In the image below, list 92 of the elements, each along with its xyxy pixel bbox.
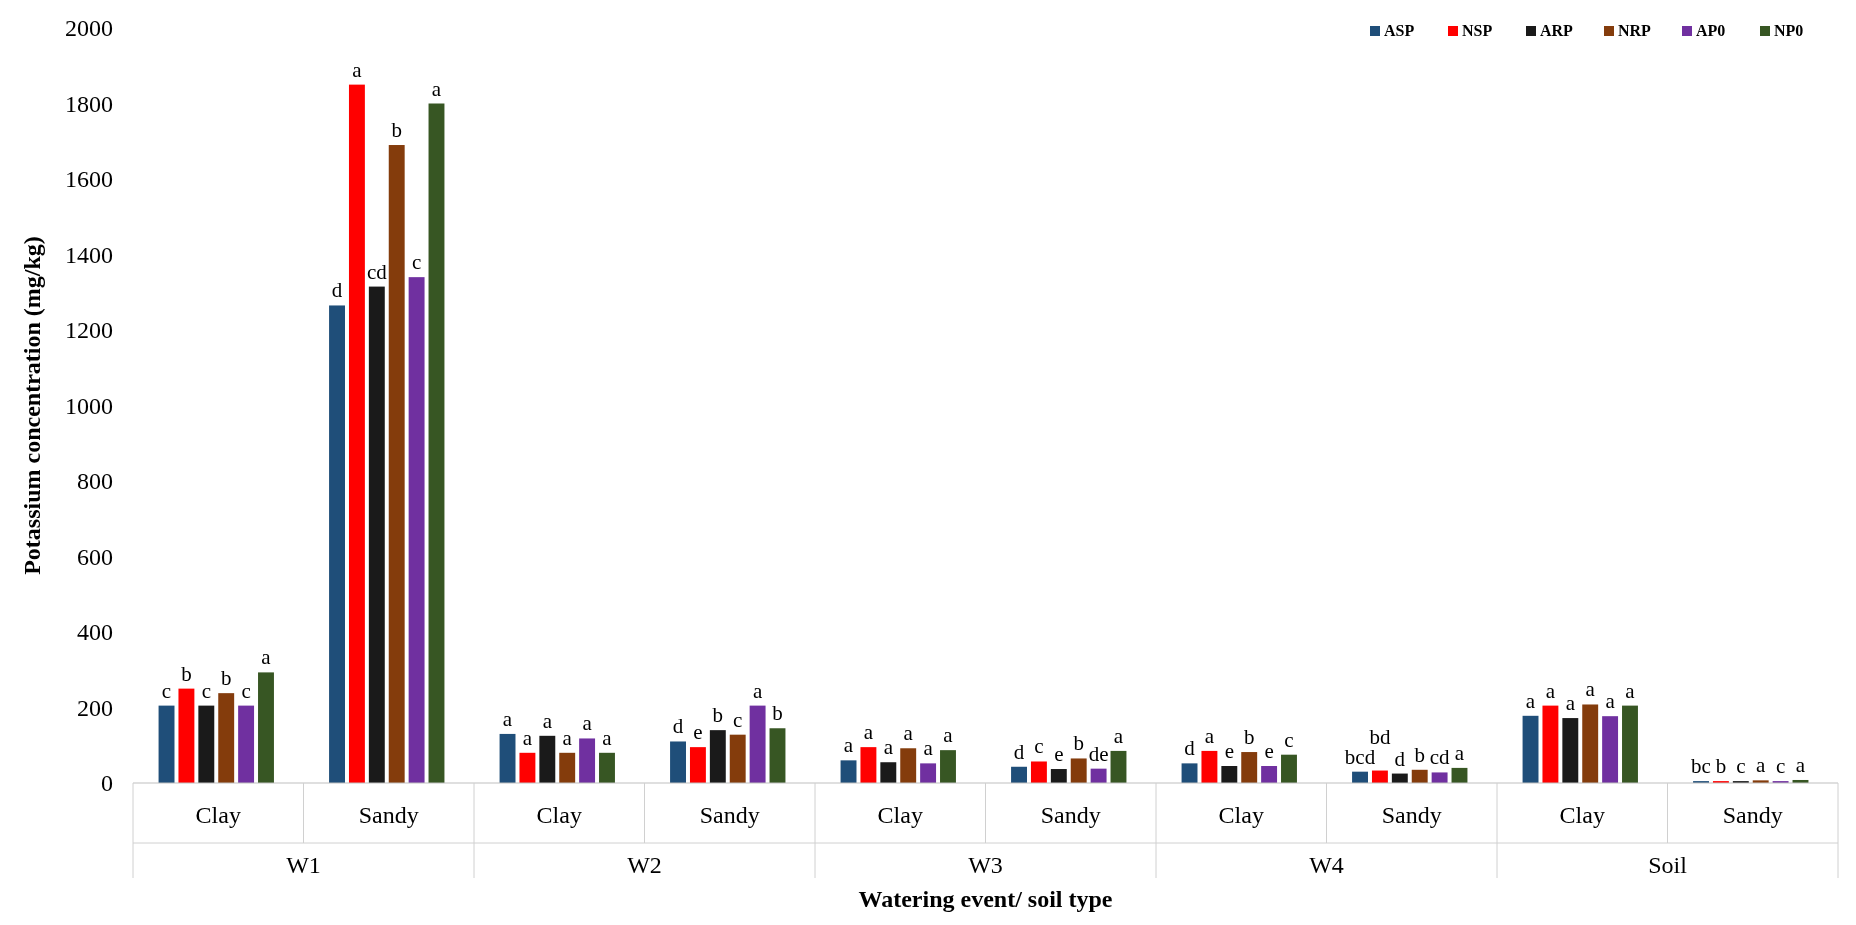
data-label: b <box>1715 754 1727 779</box>
data-label: c <box>161 678 172 703</box>
data-label: a <box>562 725 573 750</box>
data-label: b <box>1414 742 1425 767</box>
y-axis-title: Potassium concentration (mg/kg) <box>19 236 45 575</box>
data-label: a <box>1605 689 1616 714</box>
data-label: d <box>1394 746 1406 771</box>
data-label: a <box>883 735 894 760</box>
data-label: a <box>943 723 954 748</box>
x-tick-label: Clay <box>536 802 582 828</box>
text: W4 <box>1309 852 1344 878</box>
data-label: c <box>1034 734 1044 759</box>
data-label: c <box>411 250 422 275</box>
data-label: b <box>1073 731 1084 756</box>
legend-label: NRP <box>1618 22 1652 39</box>
data-label: a <box>1525 688 1536 713</box>
x-tick-label: Clay <box>1218 802 1264 828</box>
data-label: a <box>602 725 613 750</box>
data-label: c <box>201 678 211 703</box>
x-tick-label: Sandy <box>1381 802 1442 828</box>
data-label: a <box>582 711 593 736</box>
data-label: c <box>241 678 251 703</box>
y-tick-label: 400 <box>77 619 113 646</box>
x-tick-label: Sandy <box>1040 802 1101 828</box>
data-label: a <box>752 678 763 703</box>
data-label: a <box>843 733 854 758</box>
x-tick-label: Clay <box>1559 802 1605 828</box>
data-label: b <box>391 118 402 143</box>
x-tick-label: Sandy <box>699 802 760 828</box>
data-label: a <box>903 721 914 746</box>
data-label: a <box>261 645 272 670</box>
data-label: b <box>1243 725 1255 750</box>
y-tick-label: 0 <box>101 770 113 797</box>
data-label: d <box>1013 739 1025 764</box>
data-label: cd <box>1429 745 1451 770</box>
text: W2 <box>627 852 662 878</box>
data-label: d <box>1184 736 1196 761</box>
data-label: a <box>502 706 513 731</box>
data-label: c <box>1284 727 1294 752</box>
x-tick-label: Sandy <box>1722 802 1783 828</box>
legend-label: NP0 <box>1774 22 1804 39</box>
y-tick-label: 1200 <box>65 317 113 344</box>
data-label: a <box>1545 678 1556 703</box>
y-tick-label: 200 <box>77 694 113 721</box>
data-label: c <box>1775 754 1786 779</box>
y-tick-label: 1600 <box>65 166 113 193</box>
data-label: a <box>1795 752 1806 777</box>
data-label: b <box>712 703 724 728</box>
data-label: de <box>1088 741 1109 766</box>
data-label: e <box>1224 739 1234 764</box>
text: W1 <box>286 852 321 878</box>
y-tick-label: 1800 <box>65 90 113 117</box>
data-label: e <box>693 720 703 745</box>
x-axis-title: Watering event/ soil type <box>858 886 1113 912</box>
text: W3 <box>968 852 1003 878</box>
data-label: a <box>1625 678 1636 703</box>
text: Soil <box>1648 852 1688 878</box>
data-label: a <box>1565 691 1576 716</box>
data-label: a <box>1204 723 1215 748</box>
data-label: a <box>1585 677 1596 702</box>
data-label: a <box>522 725 533 750</box>
legend-label: AP0 <box>1696 22 1726 39</box>
y-tick-label: 800 <box>77 468 113 495</box>
data-label: e <box>1264 739 1274 764</box>
data-label: a <box>923 736 934 761</box>
data-label: bc <box>1691 754 1711 779</box>
legend-label: ARP <box>1540 22 1574 39</box>
y-tick-label: 600 <box>77 543 113 570</box>
data-label: d <box>331 278 343 303</box>
x-tick-label: Clay <box>195 802 241 828</box>
legend-label: ASP <box>1384 22 1415 39</box>
data-label: cd <box>366 259 388 284</box>
legend-label: NSP <box>1462 22 1493 39</box>
data-label: d <box>672 714 684 739</box>
data-label: b <box>220 666 232 691</box>
data-label: b <box>772 701 783 726</box>
x-tick-label: Sandy <box>358 802 419 828</box>
data-label: e <box>1054 742 1064 767</box>
data-label: c <box>1736 754 1746 779</box>
data-label: a <box>863 720 874 745</box>
data-label: a <box>1454 740 1465 765</box>
y-tick-label: 1400 <box>65 241 113 268</box>
y-tick-label: 2000 <box>65 15 113 42</box>
data-label: c <box>733 707 743 732</box>
x-tick-label: Clay <box>877 802 923 828</box>
y-tick-label: 1000 <box>65 392 113 419</box>
data-label: a <box>431 76 442 101</box>
data-label: a <box>542 708 553 733</box>
data-label: a <box>1756 753 1767 778</box>
data-label: a <box>352 57 363 82</box>
data-label: a <box>1113 723 1124 748</box>
data-label: b <box>181 661 192 686</box>
